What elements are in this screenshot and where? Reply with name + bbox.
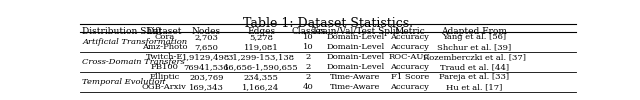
Text: 2: 2 bbox=[305, 63, 311, 71]
Text: Twitch-E: Twitch-E bbox=[145, 53, 183, 61]
Text: Time-Aware: Time-Aware bbox=[330, 73, 380, 81]
Text: 2: 2 bbox=[305, 53, 311, 61]
Text: 7,650: 7,650 bbox=[195, 43, 218, 51]
Text: Distribution Shift: Distribution Shift bbox=[83, 27, 163, 36]
Text: Rozemberczki et al. [37]: Rozemberczki et al. [37] bbox=[423, 53, 526, 61]
Text: Temporal Evolution: Temporal Evolution bbox=[83, 78, 165, 86]
Text: Yang et al. [56]: Yang et al. [56] bbox=[442, 33, 506, 41]
Text: F1 Score: F1 Score bbox=[390, 73, 429, 81]
Text: 10: 10 bbox=[303, 33, 314, 41]
Text: Domain-Level: Domain-Level bbox=[326, 43, 385, 51]
Text: ROC-AUC: ROC-AUC bbox=[389, 53, 431, 61]
Text: 2,703: 2,703 bbox=[195, 33, 218, 41]
Text: 1,166,24: 1,166,24 bbox=[243, 83, 280, 91]
Text: 119,081: 119,081 bbox=[244, 43, 278, 51]
Text: Hu et al. [17]: Hu et al. [17] bbox=[446, 83, 502, 91]
Text: 5,278: 5,278 bbox=[249, 33, 273, 41]
Text: Cross-Domain Transfers: Cross-Domain Transfers bbox=[83, 58, 185, 66]
Text: Accuracy: Accuracy bbox=[390, 83, 429, 91]
Text: Nodes: Nodes bbox=[192, 27, 221, 36]
Text: Time-Aware: Time-Aware bbox=[330, 83, 380, 91]
Text: Edges: Edges bbox=[247, 27, 275, 36]
Text: 1,9129,498: 1,9129,498 bbox=[182, 53, 230, 61]
Text: Cora: Cora bbox=[154, 33, 175, 41]
Text: 76941,536: 76941,536 bbox=[184, 63, 229, 71]
Text: 16,656-1,590,655: 16,656-1,590,655 bbox=[224, 63, 298, 71]
Text: Train/Val/Test Split: Train/Val/Test Split bbox=[312, 27, 399, 36]
Text: Traud et al. [44]: Traud et al. [44] bbox=[440, 63, 509, 71]
Text: Artificial Transformation: Artificial Transformation bbox=[83, 38, 188, 46]
Text: Accuracy: Accuracy bbox=[390, 33, 429, 41]
Text: Classes: Classes bbox=[291, 27, 325, 36]
Text: OGB-Arxiv: OGB-Arxiv bbox=[142, 83, 187, 91]
Text: Shchur et al. [39]: Shchur et al. [39] bbox=[437, 43, 511, 51]
Text: Elliptic: Elliptic bbox=[149, 73, 179, 81]
Text: 40: 40 bbox=[303, 83, 314, 91]
Text: Accuracy: Accuracy bbox=[390, 43, 429, 51]
Text: 234,355: 234,355 bbox=[244, 73, 278, 81]
Text: 2: 2 bbox=[305, 73, 311, 81]
Text: Accuracy: Accuracy bbox=[390, 63, 429, 71]
Text: Dataset: Dataset bbox=[147, 27, 182, 36]
Text: Amz-Photo: Amz-Photo bbox=[141, 43, 187, 51]
Text: Domain-Level: Domain-Level bbox=[326, 53, 385, 61]
Text: 10: 10 bbox=[303, 43, 314, 51]
Text: Metric: Metric bbox=[394, 27, 425, 36]
Text: Domain-Level: Domain-Level bbox=[326, 33, 385, 41]
Text: Adapted From: Adapted From bbox=[442, 27, 508, 36]
Text: Table 1: Dataset Statistics.: Table 1: Dataset Statistics. bbox=[243, 17, 413, 30]
Text: 169,343: 169,343 bbox=[189, 83, 224, 91]
Text: Domain-Level: Domain-Level bbox=[326, 63, 385, 71]
Text: 31,299-153,138: 31,299-153,138 bbox=[227, 53, 294, 61]
Text: 203,769: 203,769 bbox=[189, 73, 224, 81]
Text: Pareja et al. [33]: Pareja et al. [33] bbox=[439, 73, 509, 81]
Text: FB100: FB100 bbox=[150, 63, 179, 71]
